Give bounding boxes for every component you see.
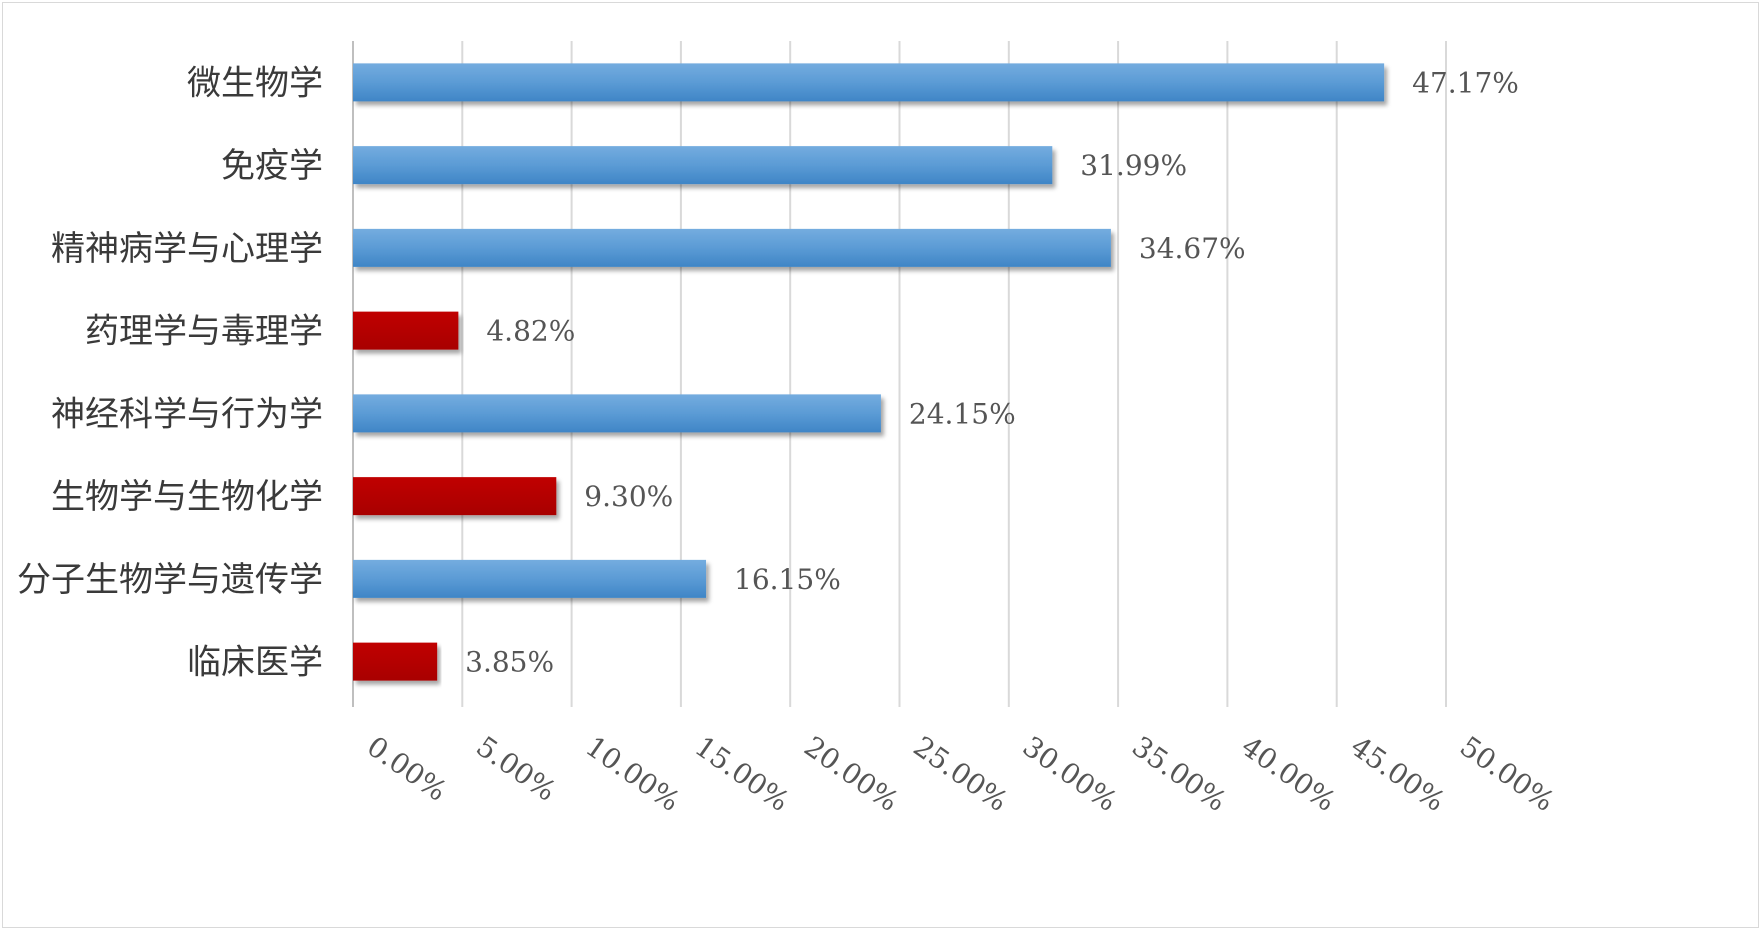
x-tick-label-10: 50.00% — [1454, 730, 1560, 818]
value-labels: 47.17% 31.99% 34.67% 4.82% 24.15% 9.30% 16.15%… — [465, 66, 1519, 678]
category-label-4: 神经科学与行为学 — [51, 394, 323, 434]
value-label-7: 3.85% — [465, 646, 554, 679]
value-label-4: 24.15% — [909, 397, 1016, 430]
value-label-1: 31.99% — [1080, 149, 1187, 182]
bar-3 — [353, 311, 459, 350]
category-label-3: 药理学与毒理学 — [85, 312, 323, 352]
value-label-0: 47.17% — [1412, 66, 1519, 99]
category-label-2: 精神病学与心理学 — [51, 229, 323, 269]
x-tick-label-4: 20.00% — [798, 730, 904, 818]
x-tick-label-5: 25.00% — [907, 730, 1013, 818]
category-label-6: 分子生物学与遗传学 — [17, 560, 323, 600]
x-tick-label-3: 15.00% — [689, 730, 795, 818]
category-label-1: 免疫学 — [221, 146, 323, 186]
bar-6 — [353, 559, 707, 598]
category-labels: 微生物学免疫学精神病学与心理学药理学与毒理学神经科学与行为学生物学与生物化学分子… — [17, 63, 323, 682]
x-tick-label-9: 45.00% — [1345, 730, 1451, 818]
value-label-3: 4.82% — [486, 315, 575, 348]
bar-4 — [353, 394, 881, 433]
value-label-5: 9.30% — [584, 480, 673, 513]
x-axis-tick-labels: 0.00% 5.00% 10.00% 15.00% 20.00% 25.00% 30.00%… — [361, 730, 1560, 818]
value-label-2: 34.67% — [1139, 232, 1246, 265]
bar-chart: 微生物学免疫学精神病学与心理学药理学与毒理学神经科学与行为学生物学与生物化学分子… — [17, 41, 1560, 818]
bar-1 — [353, 146, 1053, 185]
bar-0 — [353, 63, 1385, 102]
bars — [353, 63, 1385, 681]
x-tick-label-8: 40.00% — [1235, 730, 1341, 818]
bar-5 — [353, 477, 557, 516]
category-label-5: 生物学与生物化学 — [51, 477, 323, 517]
x-tick-label-6: 30.00% — [1017, 730, 1123, 818]
x-tick-label-2: 10.00% — [580, 730, 686, 818]
value-label-6: 16.15% — [734, 563, 841, 596]
category-label-0: 微生物学 — [187, 63, 323, 103]
x-tick-label-0: 0.00% — [361, 730, 453, 808]
gridlines — [352, 41, 1447, 707]
category-label-7: 临床医学 — [187, 643, 323, 683]
bar-7 — [353, 642, 438, 681]
bar-2 — [353, 228, 1111, 267]
x-tick-label-7: 35.00% — [1126, 730, 1232, 818]
x-tick-label-1: 5.00% — [470, 730, 562, 808]
